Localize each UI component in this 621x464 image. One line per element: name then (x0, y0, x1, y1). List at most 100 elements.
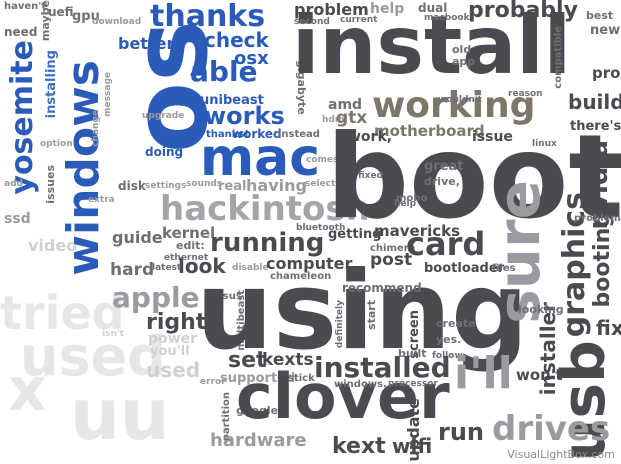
word-wont: won't (516, 366, 563, 384)
word-osx: osx (234, 48, 269, 69)
word-second: second (294, 17, 330, 27)
word-stick: stick (288, 373, 315, 384)
word-set: set (228, 348, 267, 373)
word-check: check (204, 28, 269, 52)
word-kext: kext (332, 434, 386, 459)
word-issues: issues (44, 165, 57, 204)
word-able: able (190, 55, 258, 88)
word-drive: drive, (424, 175, 460, 188)
word-probably: probably (468, 0, 578, 23)
word-best: best (586, 9, 614, 22)
word-installing: installing (44, 50, 59, 119)
word-asus: asus (216, 291, 242, 302)
word-add: add (4, 179, 23, 189)
word-recommend: recommend (342, 281, 422, 295)
word-that: that. (349, 300, 364, 336)
word-looking: looking (518, 303, 564, 316)
word-work: work, (348, 129, 393, 145)
word-getting: getting (328, 227, 382, 242)
word-run: run (438, 418, 485, 446)
word-ill: i'll (454, 348, 513, 399)
word-issue: issue (472, 129, 513, 145)
word-computer: computer (266, 254, 353, 273)
word-boot: boot (326, 110, 621, 245)
word-yosemite: yosemite (5, 40, 40, 195)
word-windows-lc: windows. (334, 379, 387, 390)
word-gigabyte: gigabyte (295, 60, 308, 115)
word-look: look (178, 254, 226, 278)
word-need: need (4, 25, 38, 39)
word-extra: extra (88, 195, 115, 205)
word-kexts: kexts (262, 350, 314, 370)
word-fix: fix (596, 316, 621, 340)
word-install: install (292, 0, 572, 92)
word-uu-ghost: uu (70, 374, 170, 456)
word-card: card (406, 225, 486, 263)
word-hardware: hardware (210, 430, 307, 451)
word-great: great (424, 159, 464, 174)
word-guide: guide (112, 228, 163, 247)
word-mac: mac (200, 128, 321, 188)
word-disk: disk (118, 179, 146, 193)
word-pro: pro (592, 64, 621, 82)
word-bootloader: bootloader (424, 261, 505, 276)
word-definitely: definitely (335, 300, 345, 349)
word-app: app (452, 55, 476, 68)
word-chimera: chimera (370, 243, 416, 254)
word-linux: linux (532, 139, 557, 149)
word-apple: apple (112, 281, 200, 314)
word-kernel: kernel (162, 224, 216, 242)
word-sounds: sounds (186, 179, 223, 189)
word-reason: reason (508, 89, 543, 99)
word-comes: comes (306, 155, 339, 165)
word-disable: disable (232, 263, 269, 273)
word-new: new (590, 23, 621, 38)
word-thanks-excl: thanks! (206, 129, 249, 140)
word-windows: windows (58, 60, 109, 276)
word-select: select (305, 179, 336, 189)
word-having: having (246, 176, 307, 195)
word-hard: hard (110, 260, 155, 280)
word-build: build (568, 90, 621, 114)
word-edit: edit: (176, 239, 205, 252)
word-used-ghost: used (20, 325, 166, 388)
word-yes: yes. (436, 333, 462, 346)
word-start: start (365, 300, 378, 330)
word-used: used (146, 358, 201, 382)
word-processor: processor (388, 379, 438, 389)
word-follow: follow (432, 351, 463, 361)
word-theres: there's (570, 119, 621, 134)
watermark-credit: VisualLightBox.com (507, 448, 615, 461)
word-upgrade: upgrade (142, 111, 185, 121)
word-help: help (370, 1, 405, 17)
word-macbook: macbook (424, 13, 470, 23)
word-isnt: isn't (102, 329, 124, 339)
word-compatible: compatible (553, 26, 564, 89)
word-create: create (436, 317, 476, 330)
word-gtx: gtx (336, 108, 368, 128)
word-real: real (218, 179, 247, 194)
word-ssd: ssd (4, 211, 31, 227)
word-bluetooth: bluetooth (296, 223, 346, 233)
word-old: old (452, 43, 472, 56)
word-current: current (340, 15, 378, 25)
word-installed: installed (314, 351, 451, 384)
word-works: works (204, 102, 285, 130)
word-worked: worked (232, 127, 282, 141)
word-running: running (210, 228, 325, 258)
word-chameleon: chameleon (270, 271, 332, 282)
word-problem: problem (294, 0, 369, 19)
word-supported: supported (220, 371, 296, 386)
word-instead: instead (278, 129, 320, 140)
word-wouldnt: wouldn't (438, 95, 482, 105)
word-ethernet: ethernet (164, 253, 209, 263)
word-uefi: uefi (48, 5, 74, 19)
word-hackintosh: hackintosh (160, 189, 370, 229)
word-change: change (91, 110, 101, 147)
word-google: google (236, 404, 279, 417)
word-gpu: gpu (72, 9, 100, 24)
word-latest: latest (152, 263, 182, 273)
word-tried-ghost: tried (0, 286, 125, 340)
word-mobo: mobo (396, 193, 428, 204)
word-booting: booting (590, 212, 615, 308)
